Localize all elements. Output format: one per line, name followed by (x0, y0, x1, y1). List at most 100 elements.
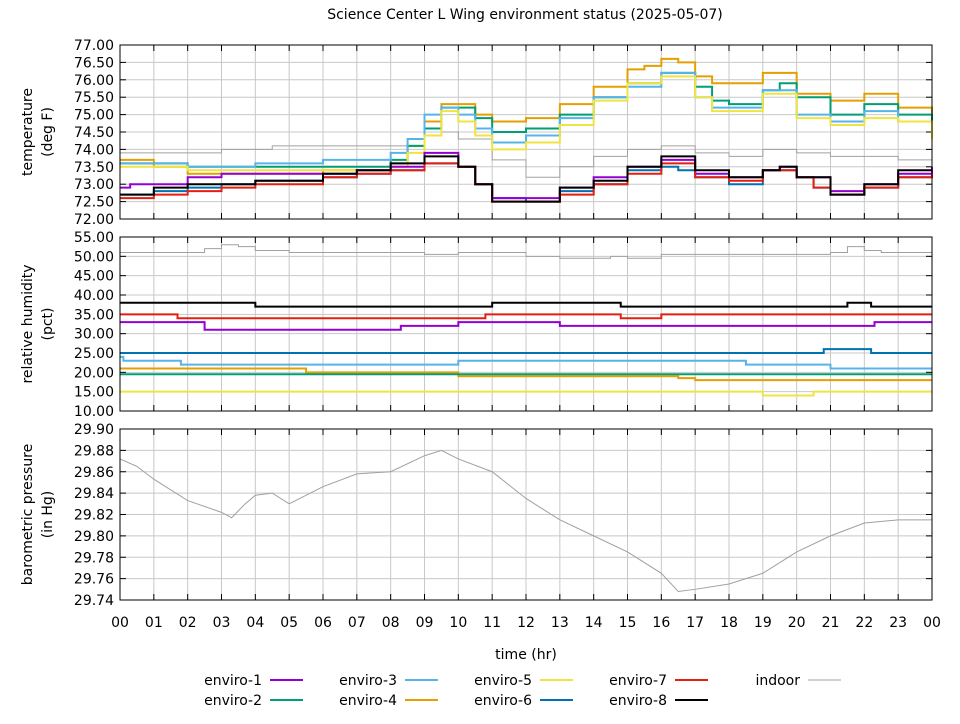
x-tick-label: 01 (145, 615, 163, 631)
legend: enviro-1 enviro-2 enviro-3 enviro-4 enviro-5… (204, 673, 841, 709)
x-tick-label: 19 (754, 615, 772, 631)
y-axis-label-line: (pct) (40, 308, 56, 341)
x-tick-label: 21 (822, 615, 840, 631)
y-tick-label: 76.50 (74, 55, 114, 71)
y-tick-label: 72.50 (74, 195, 114, 211)
panel-border (119, 428, 933, 601)
y-axis-label-line: relative humidity (20, 264, 36, 383)
y-tick-label: 29.78 (74, 550, 114, 566)
series-enviro-4 (120, 367, 932, 382)
legend-item-indoor: indoor (755, 673, 841, 689)
y-tick-label: 73.50 (74, 160, 114, 176)
x-tick-label: 04 (246, 615, 264, 631)
series-enviro-1 (120, 321, 932, 331)
y-tick-label: 15.00 (74, 385, 114, 401)
y-tick-label: 74.00 (74, 142, 114, 158)
series-enviro-5 (120, 390, 932, 397)
x-tick-label: 07 (348, 615, 366, 631)
y-tick-label: 25.00 (74, 346, 114, 362)
y-tick-label: 73.00 (74, 177, 114, 193)
series-enviro-3 (120, 355, 932, 370)
x-tick-label: 18 (720, 615, 738, 631)
y-tick-label: 20.00 (74, 365, 114, 381)
x-tick-label: 14 (585, 615, 603, 631)
x-axis-label: time (hr) (495, 647, 557, 663)
x-tick-label: 08 (382, 615, 400, 631)
x-tick-label: 20 (788, 615, 806, 631)
panel-border (119, 236, 933, 412)
x-tick-label: 00 (111, 615, 129, 631)
legend-label: enviro-3 (339, 673, 397, 689)
x-tick-label: 03 (213, 615, 231, 631)
y-tick-label: 55.00 (74, 230, 114, 246)
x-tick-label: 22 (855, 615, 873, 631)
y-tick-label: 29.86 (74, 465, 114, 481)
series-enviro-6 (120, 348, 932, 354)
y-axis-label: barometric pressure (in Hg) (20, 444, 56, 585)
y-tick-label: 45.00 (74, 269, 114, 285)
y-tick-label: 77.00 (74, 38, 114, 54)
panel-1: 10.00 15.00 20.00 25.00 30.00 35.00 40.00 45.00… (20, 230, 933, 420)
y-tick-label: 74.50 (74, 125, 114, 141)
x-tick-label: 23 (889, 615, 907, 631)
y-tick-label: 50.00 (74, 249, 114, 265)
legend-label: enviro-4 (339, 693, 397, 709)
y-tick-label: 10.00 (74, 404, 114, 420)
y-tick-label: 29.84 (74, 486, 114, 502)
y-tick-label: 35.00 (74, 307, 114, 323)
y-axis-label: temperature (deg F) (20, 88, 56, 176)
y-tick-label: 30.00 (74, 327, 114, 343)
legend-item-enviro-8: enviro-8 (609, 693, 708, 709)
y-tick-label: 29.88 (74, 443, 114, 459)
legend-label: indoor (755, 673, 800, 689)
y-axis-label-line: temperature (20, 88, 36, 176)
y-tick-label: 72.00 (74, 212, 114, 228)
legend-item-enviro-5: enviro-5 (474, 673, 573, 689)
y-axis-label: relative humidity (pct) (20, 264, 56, 383)
x-tick-labels: 00 01 02 03 04 05 06 07 08 09 10 11 12 13 14 15 16 17 18 19… (111, 615, 941, 631)
series-indoor (119, 449, 932, 592)
y-tick-label: 29.90 (74, 422, 114, 438)
legend-item-enviro-3: enviro-3 (339, 673, 438, 689)
y-tick-label: 76.00 (74, 73, 114, 89)
legend-item-enviro-7: enviro-7 (609, 673, 708, 689)
chart-title: Science Center L Wing environment status… (327, 7, 723, 23)
x-tick-label: 12 (517, 615, 535, 631)
series-enviro-8 (120, 155, 932, 203)
legend-item-enviro-1: enviro-1 (204, 673, 303, 689)
legend-label: enviro-1 (204, 673, 262, 689)
x-tick-label: 00 (923, 615, 941, 631)
y-tick-label: 29.80 (74, 529, 114, 545)
y-tick-label: 40.00 (74, 288, 114, 304)
y-tick-label: 29.76 (74, 572, 114, 588)
x-tick-label: 05 (280, 615, 298, 631)
legend-item-enviro-2: enviro-2 (204, 693, 303, 709)
x-tick-label: 11 (483, 615, 501, 631)
panel-border (119, 44, 933, 220)
series-enviro-5 (120, 75, 933, 172)
legend-label: enviro-2 (204, 693, 262, 709)
legend-item-enviro-6: enviro-6 (474, 693, 573, 709)
x-tick-label: 06 (314, 615, 332, 631)
x-tick-label: 15 (619, 615, 637, 631)
panel-2: 29.74 29.76 29.78 29.80 29.82 29.84 29.86 29.88… (20, 422, 933, 609)
y-axis-label-line: (deg F) (40, 107, 56, 157)
x-tick-label: 09 (416, 615, 434, 631)
x-tick-label: 02 (179, 615, 197, 631)
series-indoor (120, 244, 933, 259)
x-tick-label: 10 (449, 615, 467, 631)
x-tick-label: 16 (652, 615, 670, 631)
legend-item-enviro-4: enviro-4 (339, 693, 438, 709)
y-axis-label-line: (in Hg) (40, 491, 56, 539)
legend-label: enviro-7 (609, 673, 667, 689)
y-tick-label: 29.74 (74, 593, 114, 609)
x-tick-label: 13 (551, 615, 569, 631)
legend-label: enviro-6 (474, 693, 532, 709)
legend-label: enviro-5 (474, 673, 532, 689)
legend-label: enviro-8 (609, 693, 667, 709)
x-tick-label: 17 (686, 615, 704, 631)
y-tick-label: 29.82 (74, 508, 114, 524)
